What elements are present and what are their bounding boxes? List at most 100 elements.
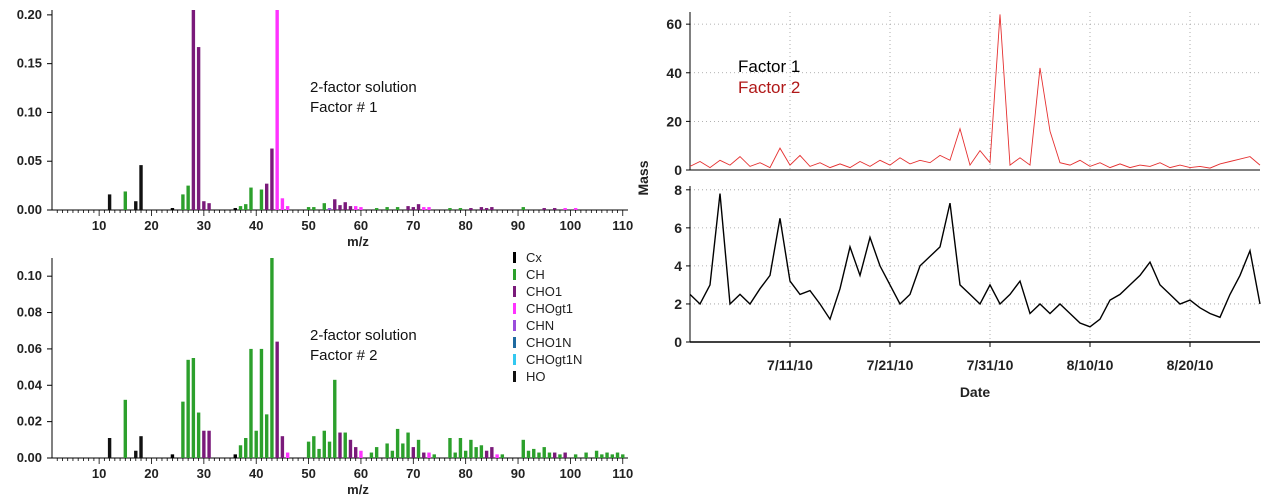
bar-mz-44 [275, 341, 279, 458]
spectrum-panel-1: 0.00 0.05 0.10 0.15 0.20 10 20 30 40 50 60 70 80 90 10… [17, 7, 634, 249]
bar-mz-72 [422, 207, 426, 210]
bar-mz-38 [244, 438, 248, 458]
series-line-factor-1 [689, 193, 1261, 328]
y-tick-label: 0.00 [17, 202, 42, 217]
y-tick-label: 0.10 [17, 104, 42, 119]
bar-mz-62 [369, 452, 374, 458]
bar-mz-27 [186, 185, 190, 210]
bar-mz-26 [181, 194, 185, 210]
bar-mz-60 [359, 450, 363, 458]
y-tick-label: 0.00 [17, 450, 42, 465]
bar-mz-101 [573, 454, 578, 458]
x-tick-label: 70 [406, 218, 420, 233]
bar-mz-37 [238, 206, 243, 210]
bar-mz-41 [259, 189, 264, 210]
y-tick-label: 0.04 [17, 377, 43, 392]
x-tick-label: 60 [354, 466, 368, 481]
bar-mz-96 [547, 452, 552, 458]
legend-swatch [513, 354, 516, 365]
legend-item: CHOgt1 [526, 301, 573, 316]
x-tick-label: 110 [612, 466, 633, 481]
legend-swatch [513, 371, 516, 382]
bar-mz-67 [395, 207, 400, 210]
bar-mz-84 [484, 208, 489, 210]
bar-mz-31 [207, 203, 211, 210]
bar-mz-93 [532, 448, 536, 458]
bar-mz-45 [280, 436, 285, 458]
bar-mz-38 [244, 204, 248, 210]
legend-swatch [513, 337, 516, 348]
panel-annotation: Factor # 2 [310, 347, 378, 364]
bar-mz-28 [191, 10, 196, 210]
x-tick-label: 80 [458, 218, 472, 233]
bar-mz-44 [275, 10, 279, 210]
bar-mz-37 [238, 445, 243, 458]
x-axis-label: m/z [347, 482, 369, 497]
legend-item: CHO1 [526, 284, 562, 299]
x-tick-label: 70 [406, 466, 420, 481]
y-tick-label: 2 [674, 296, 682, 312]
bar-mz-91 [521, 439, 525, 458]
bar-mz-97 [552, 452, 557, 458]
x-tick-label: 90 [511, 466, 525, 481]
bar-mz-73 [427, 207, 431, 210]
bar-mz-56 [338, 432, 342, 458]
bar-mz-98 [558, 454, 562, 458]
y-tick-label: 0.08 [17, 305, 42, 320]
bar-mz-45 [280, 198, 285, 210]
y-tick-label: 0.10 [17, 268, 42, 283]
bar-mz-43 [270, 258, 274, 458]
bar-mz-59 [354, 447, 358, 458]
bar-mz-39 [249, 187, 253, 210]
y-axis-label: Mass [635, 160, 651, 195]
bar-mz-58 [348, 439, 353, 458]
bar-mz-36 [233, 454, 237, 458]
bar-mz-81 [469, 208, 473, 210]
bar-mz-58 [348, 206, 353, 210]
bar-mz-17 [134, 201, 138, 210]
bar-mz-105 [594, 450, 599, 458]
bar-mz-24 [170, 208, 175, 210]
bar-mz-18 [139, 165, 143, 210]
bar-mz-66 [390, 450, 395, 458]
bar-mz-55 [333, 379, 337, 458]
legend-swatch [513, 252, 516, 263]
y-tick-label: 60 [666, 16, 682, 32]
x-tick-label: 7/11/10 [767, 357, 813, 373]
legend-item: CH [526, 267, 545, 282]
bar-mz-17 [134, 450, 138, 458]
panel-annotation: 2-factor solution [310, 79, 417, 96]
bar-mz-52 [317, 448, 321, 458]
bar-mz-82 [474, 447, 478, 458]
bar-mz-51 [312, 207, 316, 210]
x-tick-label: 100 [560, 218, 582, 233]
bar-mz-26 [181, 401, 185, 458]
bar-mz-85 [490, 207, 494, 210]
y-tick-label: 0.15 [17, 56, 42, 71]
y-tick-label: 8 [674, 182, 682, 198]
bar-mz-69 [406, 206, 410, 210]
bar-mz-86 [495, 454, 499, 458]
x-axis-label: m/z [347, 234, 369, 249]
bar-mz-50 [306, 207, 311, 210]
bar-mz-69 [406, 432, 410, 458]
bar-mz-101 [573, 208, 578, 210]
bar-mz-41 [259, 348, 264, 458]
bar-mz-31 [207, 430, 211, 458]
bar-mz-30 [202, 201, 206, 210]
bar-mz-50 [306, 441, 311, 458]
time-panel-factor-2: 0 20 40 60 [666, 12, 1261, 178]
bar-mz-83 [479, 445, 484, 458]
bar-mz-53 [322, 430, 326, 458]
bar-mz-15 [123, 191, 128, 210]
x-tick-label: 20 [144, 218, 158, 233]
x-tick-label: 30 [197, 218, 211, 233]
bar-mz-106 [600, 454, 604, 458]
y-tick-label: 0 [674, 334, 682, 350]
bar-mz-83 [479, 207, 484, 210]
bar-mz-72 [422, 452, 426, 458]
x-tick-label: 10 [92, 218, 106, 233]
y-tick-label: 40 [666, 65, 682, 81]
bar-mz-70 [411, 207, 416, 210]
bar-mz-87 [500, 454, 505, 458]
